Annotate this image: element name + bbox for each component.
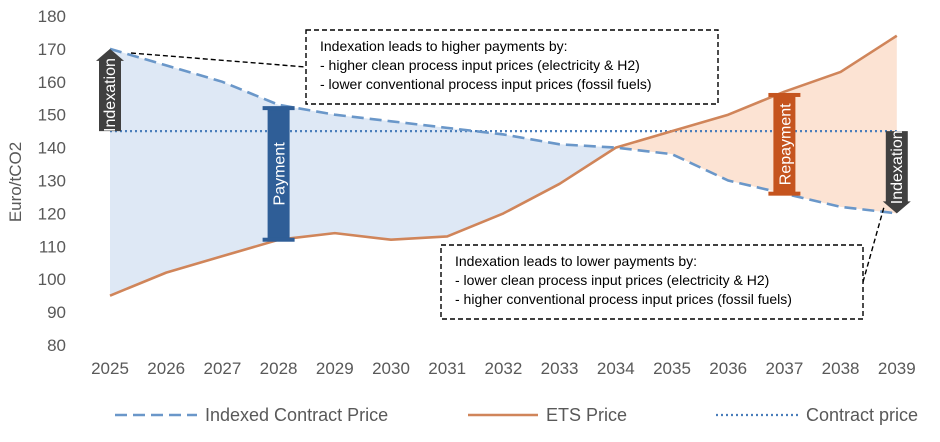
- x-axis-ticks: 2025 2026 2027 2028 2029 2030 2031 2032 2033 2034…: [91, 359, 916, 378]
- bar-label: Payment: [272, 142, 289, 206]
- indexation-arrow: [96, 48, 124, 132]
- y-tick-label: 90: [47, 303, 66, 322]
- payment-area: [110, 48, 616, 296]
- annotation-bar-indexation: Indexation: [96, 48, 124, 132]
- annotation-box-lower: Indexation leads to lower payments by: - …: [440, 206, 885, 320]
- x-tick-label: 2037: [765, 359, 803, 378]
- x-tick-label: 2033: [541, 359, 579, 378]
- annotation-bar-repayment: Repayment: [768, 92, 801, 196]
- x-tick-label: 2038: [822, 359, 860, 378]
- y-tick-label: 80: [47, 336, 66, 355]
- annotation-bar-indexation: Indexation: [882, 130, 911, 214]
- bar-cap-top: [768, 92, 801, 97]
- x-tick-label: 2030: [372, 359, 410, 378]
- bar-body: [773, 94, 796, 194]
- y-tick-label: 120: [38, 204, 66, 223]
- y-axis-label: Euro/tCO2: [6, 142, 25, 222]
- x-tick-label: 2034: [597, 359, 635, 378]
- y-tick-label: 160: [38, 73, 66, 92]
- annotation-line: - higher clean process input prices (ele…: [320, 57, 640, 73]
- y-tick-label: 110: [39, 237, 66, 256]
- annotation-line: - higher conventional process input pric…: [455, 291, 792, 307]
- x-tick-label: 2027: [203, 359, 241, 378]
- annotation-box-higher: Indexation leads to higher payments by: -…: [130, 29, 719, 105]
- x-tick-label: 2029: [316, 359, 354, 378]
- x-tick-label: 2039: [878, 359, 916, 378]
- y-tick-label: 100: [38, 270, 66, 289]
- indexation-label: Indexation: [889, 130, 906, 204]
- bar-cap-bottom: [262, 237, 295, 242]
- series-lines: [109, 34, 898, 297]
- annotation-line: Indexation leads to lower payments by:: [455, 253, 697, 269]
- legend: Indexed Contract Price ETS Price Contract …: [115, 405, 918, 425]
- x-tick-label: 2025: [91, 359, 129, 378]
- annotation-line: - lower conventional process input price…: [320, 76, 651, 92]
- annotation-bars: Indexation Payment Repayment Indexation: [96, 48, 911, 242]
- y-tick-label: 150: [38, 106, 66, 125]
- indexation-label: Indexation: [102, 58, 119, 132]
- bar-label: Repayment: [777, 103, 794, 185]
- x-tick-label: 2036: [709, 359, 747, 378]
- y-tick-label: 140: [38, 139, 66, 158]
- x-tick-label: 2026: [147, 359, 185, 378]
- y-axis-ticks: 80 90 100 110 120 130 140 150 160 170 180: [38, 7, 66, 355]
- x-tick-label: 2035: [653, 359, 691, 378]
- legend-label: Indexed Contract Price: [205, 405, 388, 425]
- annotation-boxes: Indexation leads to higher payments by: -…: [130, 29, 885, 320]
- annotation-line: Indexation leads to higher payments by:: [320, 38, 568, 54]
- y-tick-label: 170: [38, 40, 66, 59]
- annotation-frame: [305, 29, 719, 105]
- bar-body: [267, 108, 290, 240]
- annotation-bar-payment: Payment: [262, 106, 295, 242]
- repayment-area: [615, 35, 897, 214]
- legend-label: ETS Price: [546, 405, 627, 425]
- y-tick-label: 180: [38, 7, 66, 26]
- x-tick-label: 2028: [260, 359, 298, 378]
- annotation-leader-line: [130, 52, 307, 68]
- legend-item: Indexed Contract Price: [115, 405, 388, 425]
- legend-item: ETS Price: [468, 405, 627, 425]
- legend-item: Contract price: [716, 405, 918, 425]
- legend-label: Contract price: [806, 405, 918, 425]
- shaded-areas: [110, 35, 897, 296]
- ets-price-line: [109, 34, 898, 297]
- y-tick-label: 130: [38, 172, 66, 191]
- x-tick-label: 2031: [428, 359, 466, 378]
- bar-cap-top: [262, 106, 295, 111]
- indexation-arrow: [882, 131, 911, 214]
- bar-cap-bottom: [768, 191, 801, 196]
- indexed-contract-price-line: [109, 47, 897, 215]
- x-tick-label: 2032: [484, 359, 522, 378]
- annotation-frame: [440, 244, 864, 320]
- annotation-line: - lower clean process input prices (elec…: [455, 272, 769, 288]
- annotation-leader-line: [862, 206, 885, 283]
